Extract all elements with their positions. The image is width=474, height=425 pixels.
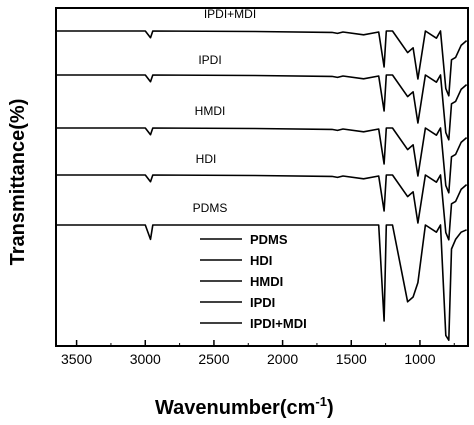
legend-label: PDMS [250,232,288,247]
x-tick-label: 1500 [336,351,367,367]
legend: PDMS HDI HMDI IPDI IPDI+MDI [200,232,307,331]
spectrum-line [56,174,468,241]
legend-label: HDI [250,253,272,268]
x-axis-title: Wavenumber(cm-1) [155,394,334,419]
spectrum-line [56,30,468,97]
spectrum-label: PDMS [193,201,228,215]
y-axis-title: Transmittance(%) [7,99,29,266]
x-tick-label: 2500 [198,351,229,367]
spectrum-line [56,224,467,341]
spectrum-label: IPDI+MDI [204,7,256,21]
spectrum-label: HDI [196,152,217,166]
spectrum-label: IPDI [198,53,221,67]
x-tick-label: 3000 [130,351,161,367]
spectrum-line [56,74,468,141]
spectra-group [56,30,468,341]
plot-frame [55,7,469,347]
legend-label: HMDI [250,274,283,289]
x-axis: 3500 3000 2500 2000 1500 1000 [61,340,455,367]
x-tick-label: 3500 [61,351,92,367]
legend-label: IPDI+MDI [250,316,307,331]
x-tick-label: 2000 [267,351,298,367]
x-tick-label: 1000 [404,351,435,367]
legend-label: IPDI [250,295,275,310]
spectrum-line [56,127,468,194]
spectrum-label: HMDI [195,104,226,118]
spectrum-labels: IPDI+MDI IPDI HMDI HDI PDMS [193,7,257,215]
